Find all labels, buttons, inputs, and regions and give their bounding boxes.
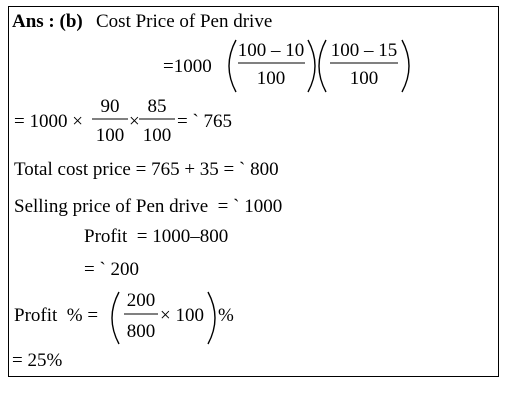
numerator: 90 xyxy=(101,96,120,117)
unit: % xyxy=(218,305,234,326)
text-line: Total cost price = 765 + 35 = ` 800 xyxy=(14,159,279,180)
numerator: 100 – 15 xyxy=(331,40,398,61)
paren xyxy=(228,39,237,93)
numerator: 85 xyxy=(148,96,167,117)
denominator: 100 xyxy=(96,125,125,146)
profit-line: Profit = 1000–800 xyxy=(84,226,228,247)
denominator: 100 xyxy=(257,68,286,89)
profit-result: = ` 200 xyxy=(84,259,139,280)
paren xyxy=(207,291,216,345)
final-result: = 25% xyxy=(12,350,62,371)
text-line: Selling price of Pen drive = ` 1000 xyxy=(14,196,282,217)
denominator: 100 xyxy=(143,125,172,146)
denominator: 100 xyxy=(350,68,379,89)
denominator: 800 xyxy=(127,321,156,342)
profit-percent-lead: Profit % = xyxy=(14,305,98,326)
multiplier: × 100 xyxy=(160,305,204,326)
step1-lead: =1000 xyxy=(163,56,212,77)
paren xyxy=(318,39,327,93)
numerator: 200 xyxy=(127,290,156,311)
operator: × xyxy=(129,111,140,132)
step2-result: = ` 765 xyxy=(177,111,232,132)
answer-label: Ans : (b) xyxy=(12,11,83,32)
answer-box xyxy=(8,6,499,377)
numerator: 100 – 10 xyxy=(238,40,305,61)
heading-text: Cost Price of Pen drive xyxy=(96,11,272,32)
paren xyxy=(307,39,316,93)
paren xyxy=(401,39,410,93)
paren xyxy=(111,291,120,345)
step2-lead: = 1000 × xyxy=(14,111,83,132)
